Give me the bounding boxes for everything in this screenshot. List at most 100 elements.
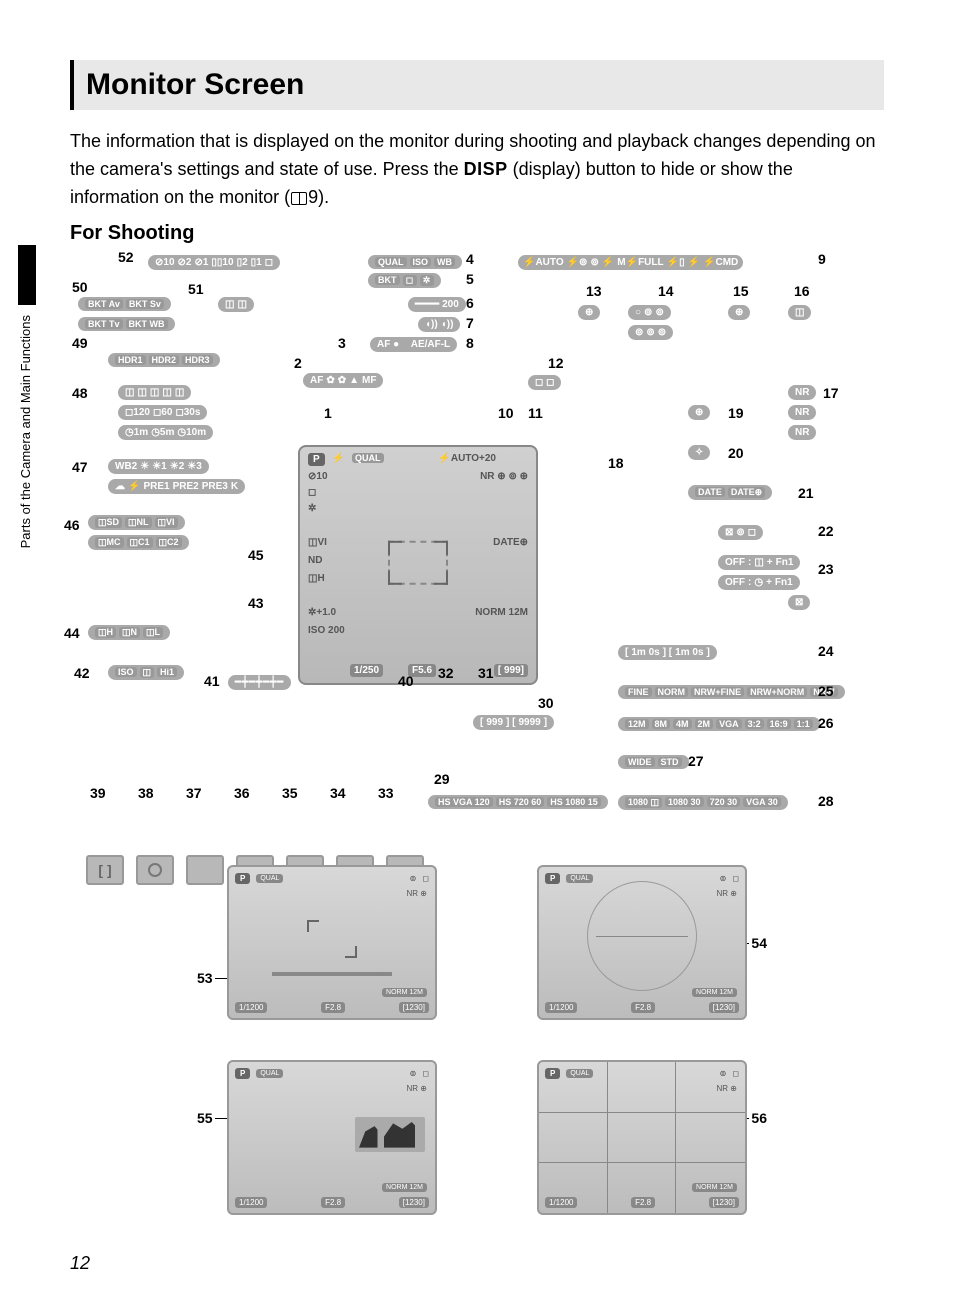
pill-41: ━┿━┿━┿━ — [228, 675, 291, 690]
callout-21: 21 — [798, 485, 814, 501]
lcd-wb: ◫VI — [308, 537, 327, 548]
pill-row-5: BKT◻✲ — [368, 273, 441, 288]
pill-23b: OFF:◷+Fn1 — [718, 575, 800, 590]
pill-48b: ◫◫◫◫◫ — [118, 385, 191, 400]
subheading: For Shooting — [70, 222, 884, 245]
lcd-screen: P ⚡ QUAL ⊘10 ◻ ✲ ◫VI ND ◫H ✲+1.0 ISO 200… — [298, 445, 538, 685]
callout-10: 10 — [498, 405, 514, 421]
pill-20: ✧ — [688, 445, 710, 460]
callout-11: 11 — [528, 405, 543, 421]
callout-13: 13 — [586, 283, 602, 299]
callout-18: 18 — [608, 455, 624, 471]
pill-19: ⊕ — [688, 405, 710, 420]
pill-25: FINENORMNRW+FINENRW+NORMNRW — [618, 685, 845, 699]
pill-aelock: AF ● AE/AF-L — [370, 337, 457, 352]
thumb-label-56: 56 — [751, 1110, 767, 1126]
pill-sound: ◖)) ◖)) — [418, 317, 460, 332]
callout-15: 15 — [733, 283, 749, 299]
lcd-cont: ◻ — [308, 487, 316, 498]
pill-14: ○⊚⊚ — [628, 305, 671, 320]
callout-37: 37 — [186, 785, 202, 801]
thumb-53: PQUAL⊚◻ NR ⊕ 1/1200F2.8[1230] NORM 12M — [227, 865, 437, 1020]
pill-13: ⊕ — [578, 305, 600, 320]
pill-46b: ◫MC◫C1◫C2 — [88, 535, 189, 550]
callout-52: 52 — [118, 249, 134, 265]
callout-16: 16 — [794, 283, 810, 299]
callout-36: 36 — [234, 785, 250, 801]
pill-23c: ⊠ — [788, 595, 810, 610]
callout-22: 22 — [818, 523, 834, 539]
monitor-diagram: P ⚡ QUAL ⊘10 ◻ ✲ ◫VI ND ◫H ✲+1.0 ISO 200… — [78, 255, 878, 835]
pill-22: ⊠⊚◻ — [718, 525, 763, 540]
thumb-56: PQUAL⊚◻ NR ⊕ 1/1200F2.8[1230] NORM 12M — [537, 1060, 747, 1215]
callout-35: 35 — [282, 785, 298, 801]
callout-44: 44 — [64, 625, 80, 641]
lcd-iso: ISO 200 — [308, 625, 345, 636]
callout-40: 40 — [398, 673, 414, 689]
callout-25: 25 — [818, 683, 834, 699]
pill-14b: ⊚⊚⊚ — [628, 325, 673, 340]
lcd-mode: P — [308, 453, 325, 466]
lcd-nre: NR ⊕ ⊚ ⊕ — [480, 471, 528, 482]
pill-47: WB2☀☀1☀2☀3 — [108, 459, 209, 474]
pill-28: 1080 ◫1080 30720 30VGA 30 — [618, 795, 788, 810]
pill-10-11: ◻ ◻ — [528, 375, 561, 390]
callout-42: 42 — [74, 665, 90, 681]
pill-46: ◫SD◫NL◫VI — [88, 515, 185, 530]
pill-30: [999] [9999] — [473, 715, 554, 730]
pill-17c: NR — [788, 425, 816, 440]
callout-24: 24 — [818, 643, 834, 659]
callout-1: 1 — [324, 405, 332, 421]
pill-zoom: ━━━━ 200 — [408, 297, 466, 312]
pill-row-2: AF✿✿▲MF — [303, 373, 383, 388]
callout-20: 20 — [728, 445, 744, 461]
callout-30: 30 — [538, 695, 554, 711]
pill-15: ⊕ — [728, 305, 750, 320]
callout-50: 50 — [72, 279, 88, 295]
lcd-af: ✲ — [308, 503, 316, 514]
callout-3: 3 — [338, 335, 346, 351]
thumb-label-54: 54 — [751, 935, 767, 951]
pill-17b: NR — [788, 405, 816, 420]
callout-34: 34 — [330, 785, 346, 801]
pill-48d: ◷1m◷5m◷10m — [118, 425, 213, 440]
callout-6: 6 — [466, 295, 474, 311]
pill-row-49b: BKT TvBKT WB — [78, 317, 175, 331]
lcd-nd: ND — [308, 555, 322, 566]
callout-39: 39 — [90, 785, 106, 801]
pill-27: WIDESTD — [618, 755, 689, 769]
callout-46: 46 — [64, 517, 80, 533]
callout-43: 43 — [248, 595, 264, 611]
lcd-timer: ⊘10 — [308, 471, 328, 482]
callout-23: 23 — [818, 561, 834, 577]
lcd-date: DATE⊕ — [493, 537, 528, 548]
callout-31: 31 — [478, 665, 494, 681]
lcd-ev: ✲+1.0 — [308, 607, 336, 618]
pill-16: ◫ — [788, 305, 811, 320]
pill-29: HS VGA 120HS 720 60HS 1080 15 — [428, 795, 608, 809]
pill-row-48a: HDR1HDR2HDR3 — [108, 353, 220, 367]
pill-row-9: ⚡AUTO⚡⊚⊚⚡M⚡FULL⚡▯⚡⚡CMD — [518, 255, 743, 270]
lcd-shutter: 1/250 — [350, 664, 383, 677]
disp-button-label: DISP — [464, 159, 508, 179]
book-icon — [291, 192, 307, 205]
pill-44: ◫H◫N◫L — [88, 625, 170, 640]
callout-8: 8 — [466, 335, 474, 351]
lcd-qual: QUAL — [352, 453, 384, 464]
callout-28: 28 — [818, 793, 834, 809]
callout-4: 4 — [466, 251, 474, 267]
pill-row-50: BKT AvBKT Sv — [78, 297, 171, 311]
intro-ref: 9). — [308, 187, 329, 207]
lcd-flash-icon: ⚡ — [332, 453, 344, 464]
callout-26: 26 — [818, 715, 834, 731]
callout-12: 12 — [548, 355, 564, 371]
lcd-remaining: [ 999] — [494, 664, 528, 677]
callout-17: 17 — [823, 385, 839, 401]
pill-47b: ☁⚡PRE1PRE2PRE3K — [108, 479, 245, 494]
thumb-label-53: 53 — [197, 970, 213, 986]
pill-17a: NR — [788, 385, 816, 400]
intro-text: The information that is displayed on the… — [70, 128, 884, 212]
callout-32: 32 — [438, 665, 454, 681]
callout-33: 33 — [378, 785, 394, 801]
callout-19: 19 — [728, 405, 744, 421]
